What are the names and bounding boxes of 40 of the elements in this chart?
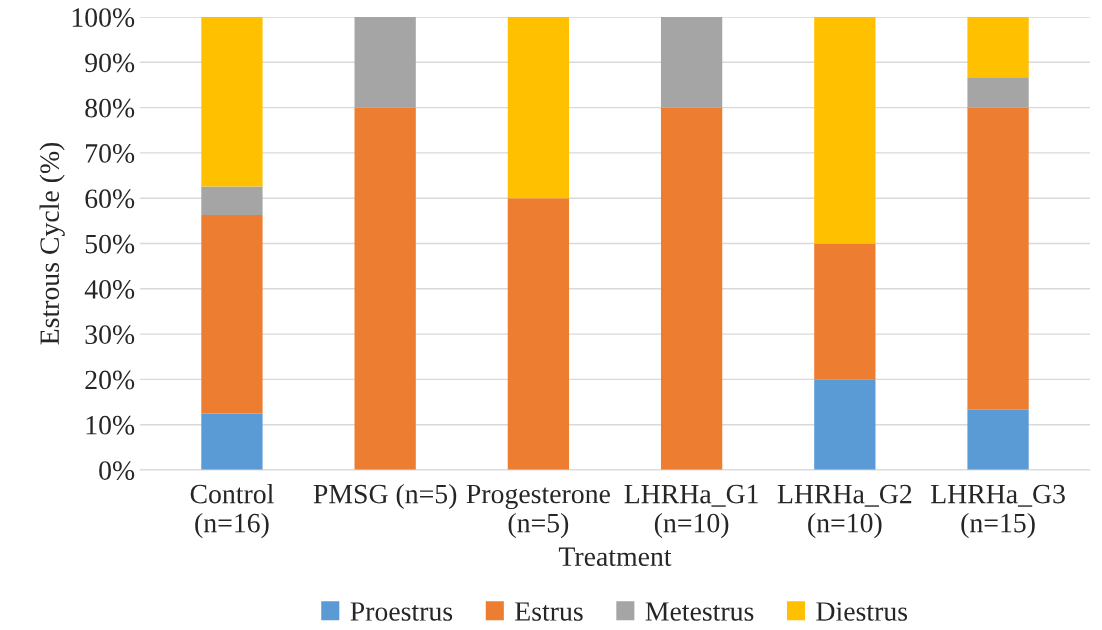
legend-label: Estrus xyxy=(515,602,583,621)
bar xyxy=(201,413,263,470)
bar xyxy=(201,214,263,414)
legend-label: Diestrus xyxy=(816,602,908,621)
bar xyxy=(967,17,1029,78)
bar xyxy=(814,379,876,470)
y-tick-label: 80% xyxy=(85,98,135,118)
bar xyxy=(507,198,570,470)
bar xyxy=(967,409,1029,470)
y-tick-label: 30% xyxy=(85,325,135,345)
y-tick-label: 0% xyxy=(99,461,135,480)
bar xyxy=(201,17,263,187)
y-tick-label: 100% xyxy=(72,8,135,27)
y-axis-title: Estrous Cycle (%) xyxy=(39,142,65,345)
legend-label: Proestrus xyxy=(350,602,453,621)
y-tick-label: 70% xyxy=(86,144,135,163)
x-tick-label: LHRHa_G2 (n=10) xyxy=(777,484,912,539)
bar xyxy=(967,107,1029,410)
bar xyxy=(201,186,263,215)
y-tick-label: 90% xyxy=(85,53,135,73)
bar xyxy=(814,17,876,244)
bar xyxy=(354,17,416,108)
bar xyxy=(354,107,416,470)
y-tick-label: 20% xyxy=(85,370,135,390)
y-tick-label: 60% xyxy=(85,189,135,209)
bar xyxy=(814,243,876,380)
bar xyxy=(507,17,570,199)
x-tick-label: Control (n=16) xyxy=(190,483,274,539)
bar xyxy=(660,107,723,470)
x-tick-label: LHRHa_G1 (n=10) xyxy=(624,484,758,539)
x-tick-label: LHRHa_G3 (n=15) xyxy=(930,484,1065,539)
x-axis-title: Treatment xyxy=(558,547,672,567)
bar xyxy=(967,77,1029,108)
y-tick-label: 10% xyxy=(86,415,135,435)
bar xyxy=(660,17,723,108)
legend-label: Metestrus xyxy=(645,602,754,621)
x-tick-label: PMSG (n=5) xyxy=(313,483,457,510)
x-tick-label: Progesterone (n=5) xyxy=(466,484,610,539)
y-tick-label: 50% xyxy=(85,234,135,254)
y-tick-label: 40% xyxy=(84,279,135,299)
